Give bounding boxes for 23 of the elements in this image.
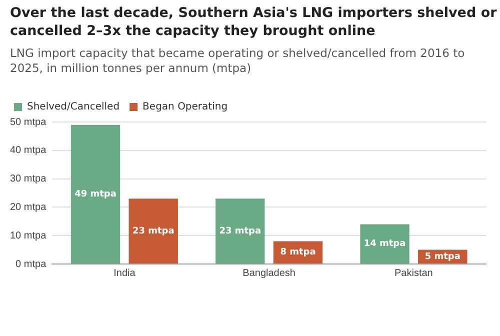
chart-subtitle: LNG import capacity that became operating or shelved/cancelled from 2016 to 2025, in million tonnes per annum (mtpa) bbox=[10, 46, 466, 76]
y-tick-label: 0 mtpa bbox=[16, 258, 47, 270]
bar bbox=[216, 198, 265, 264]
y-tick-label: 20 mtpa bbox=[10, 202, 47, 213]
data-label: 23 mtpa bbox=[132, 226, 174, 236]
x-tick-label: Pakistan bbox=[394, 268, 433, 279]
data-label: 5 mtpa bbox=[424, 252, 460, 262]
data-label: 49 mtpa bbox=[74, 190, 116, 200]
legend-label: Shelved/Cancelled bbox=[27, 102, 120, 113]
y-tick-label: 40 mtpa bbox=[10, 145, 47, 156]
data-label: 14 mtpa bbox=[364, 239, 406, 250]
bar bbox=[70, 124, 120, 264]
data-label: 8 mtpa bbox=[280, 248, 316, 258]
y-tick-label: 50 mtpa bbox=[10, 116, 47, 128]
y-tick-label: 10 mtpa bbox=[10, 230, 47, 242]
chart-title: Over the last decade, Southern Asia's LNG importers shelved or cancelled 2–3x the capacity they brought online bbox=[10, 4, 498, 40]
legend-label: Began Operating bbox=[142, 102, 228, 113]
bar bbox=[360, 224, 410, 264]
x-tick-label: India bbox=[114, 268, 136, 279]
bar bbox=[128, 198, 178, 264]
x-tick-label: Bangladesh bbox=[242, 268, 296, 279]
data-label: 23 mtpa bbox=[219, 226, 262, 236]
y-tick-label: 30 mtpa bbox=[10, 174, 47, 185]
